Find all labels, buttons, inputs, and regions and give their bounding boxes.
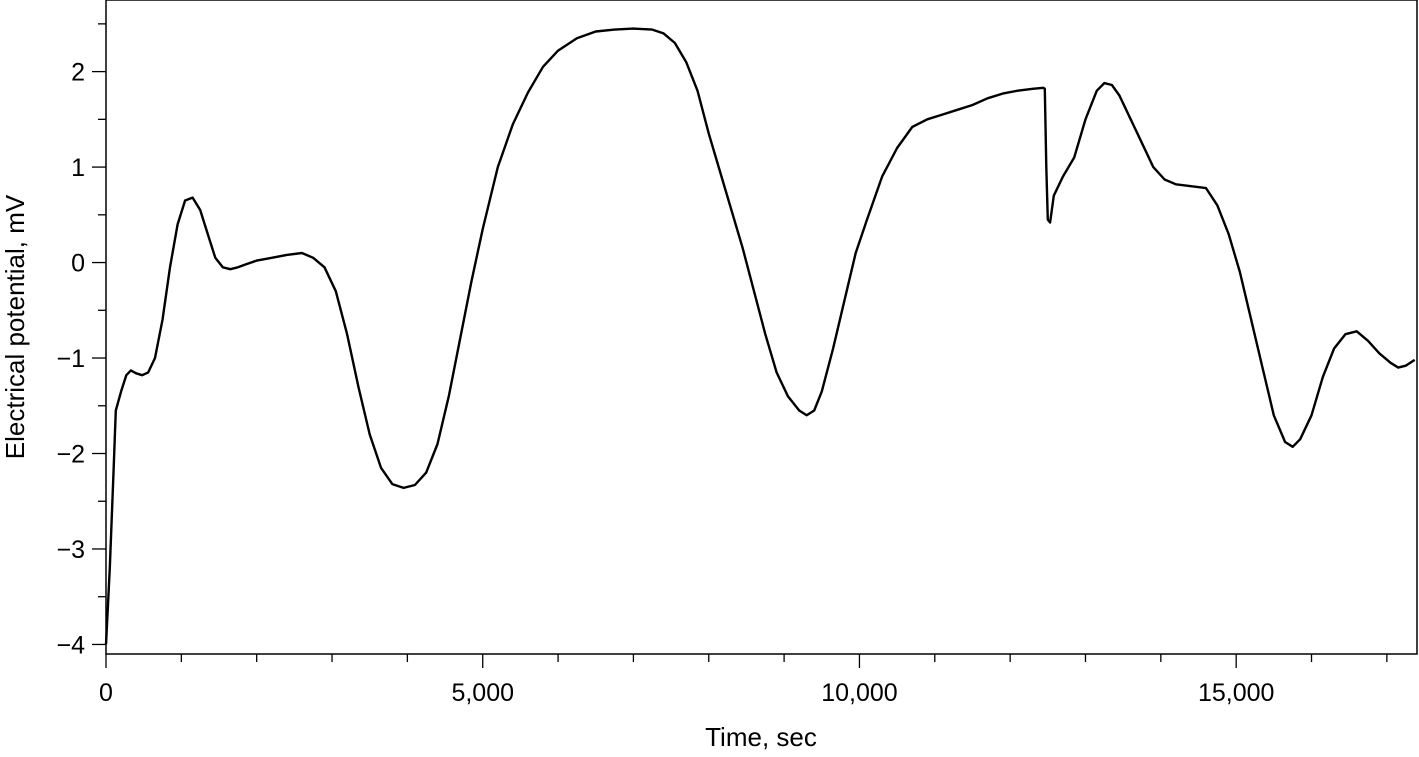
y-tick-label: −4	[56, 631, 85, 659]
x-axis-ticks: 0 5,000 10,000 15,000	[99, 654, 1388, 707]
x-tick-label: 0	[99, 679, 113, 707]
x-tick-label: 10,000	[821, 679, 897, 707]
y-tick-label: −2	[56, 441, 85, 469]
series-line	[104, 27, 1416, 645]
x-axis-label: Time, sec	[705, 722, 817, 752]
y-axis-ticks: −4 −3 −2 −1 0 1 2	[56, 23, 106, 659]
y-tick-label: 0	[71, 250, 85, 278]
x-tick-label: 5,000	[451, 679, 514, 707]
x-tick-label: 15,000	[1198, 679, 1274, 707]
y-axis-label: Electrical potential, mV	[0, 194, 30, 459]
y-tick-label: −1	[56, 345, 85, 373]
plot-frame	[105, 0, 1418, 655]
y-tick-label: 1	[71, 154, 85, 182]
y-tick-label: 2	[71, 59, 85, 87]
y-tick-label: −3	[56, 536, 85, 564]
